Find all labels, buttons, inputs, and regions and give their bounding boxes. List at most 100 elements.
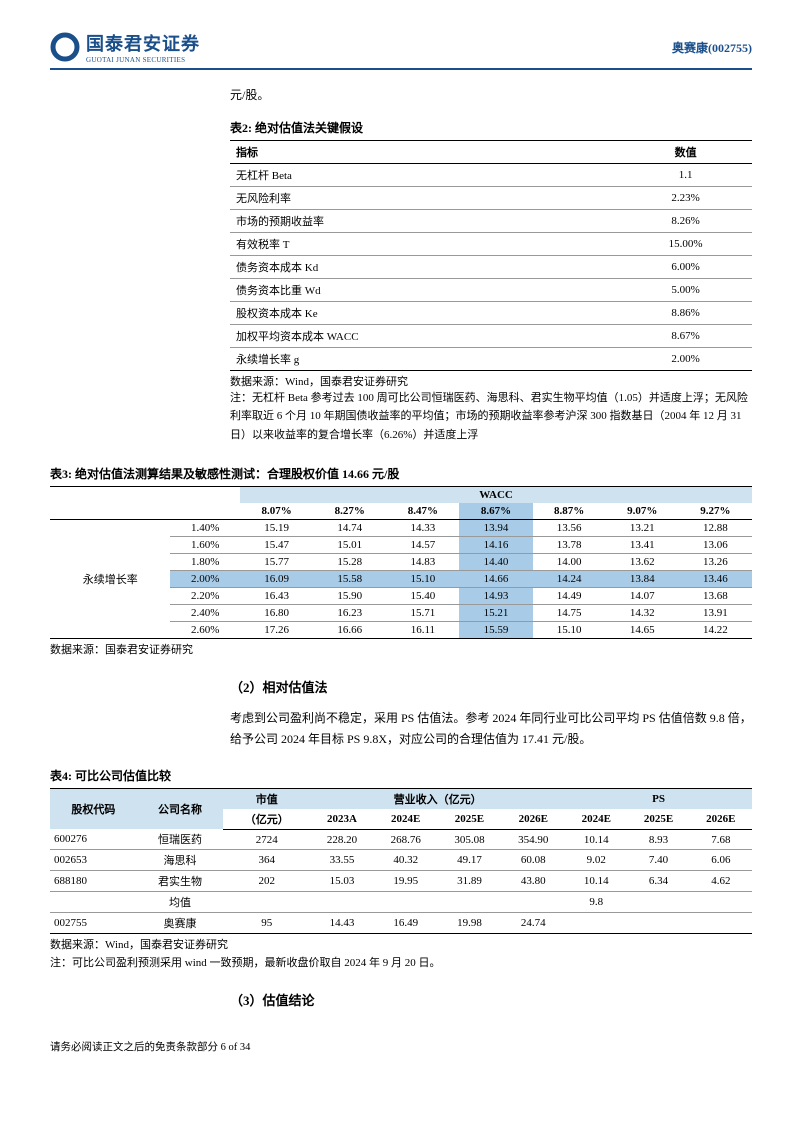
wacc-col: 9.27% bbox=[679, 503, 752, 520]
cell: 14.33 bbox=[386, 519, 459, 536]
wacc-col: 9.07% bbox=[606, 503, 679, 520]
table4-note: 注：可比公司盈利预测采用 wind 一致预期，最新收盘价取自 2024 年 9 … bbox=[50, 954, 752, 970]
cell: 10.14 bbox=[565, 871, 627, 892]
cell: 8.26% bbox=[619, 209, 752, 232]
cell: 202 bbox=[223, 871, 310, 892]
cell: 15.01 bbox=[313, 536, 386, 553]
t4-ps2024e: 2024E bbox=[565, 809, 627, 830]
cell: 债务资本成本 Kd bbox=[230, 255, 619, 278]
cell: 14.07 bbox=[606, 587, 679, 604]
cell: 2724 bbox=[223, 829, 310, 850]
t4-code: 股权代码 bbox=[50, 788, 137, 829]
table3-wacc-label: WACC bbox=[240, 486, 752, 503]
cell: 13.21 bbox=[606, 519, 679, 536]
cell: 14.57 bbox=[386, 536, 459, 553]
section2-body: 考虑到公司盈利尚不稳定，采用 PS 估值法。参考 2024 年同行业可比公司平均… bbox=[230, 708, 752, 751]
table3-title: 表3: 绝对估值法测算结果及敏感性测试：合理股权价值 14.66 元/股 bbox=[50, 465, 752, 482]
t4-mcap: 市值 bbox=[223, 788, 310, 809]
cell: 有效税率 T bbox=[230, 232, 619, 255]
cell: 13.91 bbox=[679, 604, 752, 621]
table4: 股权代码 公司名称 市值 营业收入（亿元） PS （亿元） 2023A 2024… bbox=[50, 788, 752, 935]
cell: 4.62 bbox=[690, 871, 752, 892]
cell: 1.40% bbox=[170, 519, 240, 536]
cell: 加权平均资本成本 WACC bbox=[230, 324, 619, 347]
wacc-col: 8.27% bbox=[313, 503, 386, 520]
cell: 002755 bbox=[50, 913, 137, 934]
t4-ps2025e: 2025E bbox=[627, 809, 689, 830]
cell: 31.89 bbox=[438, 871, 502, 892]
cell: 市场的预期收益率 bbox=[230, 209, 619, 232]
table2-col2: 数值 bbox=[619, 140, 752, 163]
cell: 永续增长率 g bbox=[230, 347, 619, 370]
cell: 16.49 bbox=[374, 913, 438, 934]
cell: 14.32 bbox=[606, 604, 679, 621]
cell: 15.19 bbox=[240, 519, 313, 536]
t4-ps: PS bbox=[565, 788, 752, 809]
wacc-col: 8.07% bbox=[240, 503, 313, 520]
cell: 9.8 bbox=[565, 892, 627, 913]
cell bbox=[627, 892, 689, 913]
intro-tail: 元/股。 bbox=[230, 85, 752, 107]
cell bbox=[223, 892, 310, 913]
cell: 2.23% bbox=[619, 186, 752, 209]
cell: 16.66 bbox=[313, 621, 386, 638]
cell: 14.24 bbox=[533, 570, 606, 587]
cell: 2.00% bbox=[170, 570, 240, 587]
cell bbox=[690, 892, 752, 913]
cell: 15.00% bbox=[619, 232, 752, 255]
cell: 15.90 bbox=[313, 587, 386, 604]
t4-2026e: 2026E bbox=[501, 809, 565, 830]
page-footer: 请务必阅读正文之后的免责条款部分 6 of 34 bbox=[50, 1039, 752, 1054]
table2-title: 表2: 绝对估值法关键假设 bbox=[230, 119, 752, 136]
cell: 14.16 bbox=[459, 536, 532, 553]
cell bbox=[565, 913, 627, 934]
cell: 13.46 bbox=[679, 570, 752, 587]
cell: 13.26 bbox=[679, 553, 752, 570]
cell: 14.22 bbox=[679, 621, 752, 638]
cell: 8.93 bbox=[627, 829, 689, 850]
cell: 13.41 bbox=[606, 536, 679, 553]
cell: 13.62 bbox=[606, 553, 679, 570]
table2: 指标 数值 无杠杆 Beta1.1无风险利率2.23%市场的预期收益率8.26%… bbox=[230, 140, 752, 371]
cell: 2.00% bbox=[619, 347, 752, 370]
cell: 13.68 bbox=[679, 587, 752, 604]
cell: 15.71 bbox=[386, 604, 459, 621]
cell: 600276 bbox=[50, 829, 137, 850]
cell: 14.40 bbox=[459, 553, 532, 570]
cell: 恒瑞医药 bbox=[137, 829, 224, 850]
cell: 8.67% bbox=[619, 324, 752, 347]
table3-source: 数据来源：国泰君安证券研究 bbox=[50, 641, 752, 657]
cell: 17.26 bbox=[240, 621, 313, 638]
cell: 1.60% bbox=[170, 536, 240, 553]
cell: 14.83 bbox=[386, 553, 459, 570]
table-row: 永续增长率 g2.00% bbox=[230, 347, 752, 370]
cell: 14.75 bbox=[533, 604, 606, 621]
table-row: 债务资本比重 Wd5.00% bbox=[230, 278, 752, 301]
cell: 15.10 bbox=[533, 621, 606, 638]
cell: 16.43 bbox=[240, 587, 313, 604]
table-row: 债务资本成本 Kd6.00% bbox=[230, 255, 752, 278]
table-row: 688180君实生物20215.0319.9531.8943.8010.146.… bbox=[50, 871, 752, 892]
cell: 2.60% bbox=[170, 621, 240, 638]
cell: 2.40% bbox=[170, 604, 240, 621]
table-row: 永续增长率1.40%15.1914.7414.3313.9413.5613.21… bbox=[50, 519, 752, 536]
table-row: 600276恒瑞医药2724228.20268.76305.08354.9010… bbox=[50, 829, 752, 850]
table-row: 加权平均资本成本 WACC8.67% bbox=[230, 324, 752, 347]
cell: 15.77 bbox=[240, 553, 313, 570]
logo-block: 国泰君安证券 GUOTAI JUNAN SECURITIES bbox=[50, 30, 200, 64]
cell: 股权资本成本 Ke bbox=[230, 301, 619, 324]
cell: 49.17 bbox=[438, 850, 502, 871]
cell: 95 bbox=[223, 913, 310, 934]
cell: 10.14 bbox=[565, 829, 627, 850]
cell: 60.08 bbox=[501, 850, 565, 871]
table-row: 有效税率 T15.00% bbox=[230, 232, 752, 255]
cell: 均值 bbox=[137, 892, 224, 913]
logo-cn: 国泰君安证券 bbox=[86, 30, 200, 56]
cell: 15.40 bbox=[386, 587, 459, 604]
cell: 14.93 bbox=[459, 587, 532, 604]
section3-heading: （3）估值结论 bbox=[230, 990, 752, 1009]
cell: 无风险利率 bbox=[230, 186, 619, 209]
t4-2023a: 2023A bbox=[310, 809, 374, 830]
cell: 15.03 bbox=[310, 871, 374, 892]
cell: 19.98 bbox=[438, 913, 502, 934]
